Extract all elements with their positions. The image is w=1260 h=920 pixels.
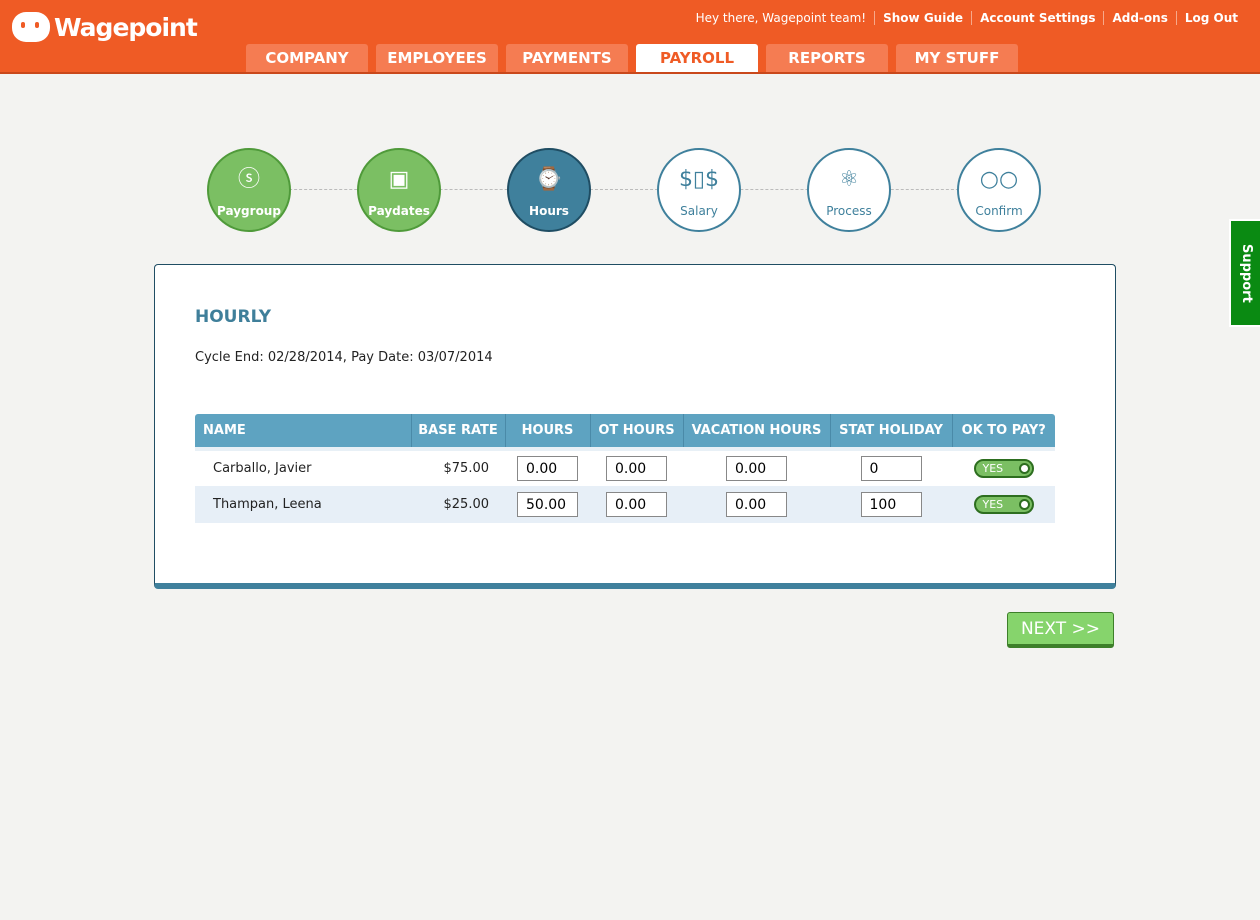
wagepoint-logo[interactable]: Wagepoint — [12, 12, 198, 42]
atom-icon: ⚛ — [839, 167, 859, 192]
support-tab[interactable]: Support — [1229, 219, 1260, 327]
watch-icon: ⌚ — [535, 167, 563, 192]
employee-name: Thampan, Leena — [195, 486, 411, 523]
next-button[interactable]: NEXT >> — [1007, 612, 1114, 648]
step-label: Confirm — [975, 204, 1023, 218]
money-icon: $▯$ — [678, 167, 720, 192]
step-process[interactable]: ⚛ Process — [807, 148, 891, 232]
brand-name: Wagepoint — [54, 12, 198, 42]
col-vacation-hours: VACATION HOURS — [682, 414, 830, 451]
greeting: Hey there, Wagepoint team! — [695, 11, 867, 25]
table-row: Carballo, Javier $75.00 YES — [195, 449, 1055, 486]
hours-input[interactable] — [517, 492, 578, 517]
calendar-icon: ▣ — [388, 167, 410, 192]
col-hours: HOURS — [504, 414, 590, 451]
log-out-link[interactable]: Log Out — [1175, 11, 1246, 25]
col-name: NAME — [195, 414, 411, 451]
step-salary[interactable]: $▯$ Salary — [657, 148, 741, 232]
header: Wagepoint Hey there, Wagepoint team! Sho… — [0, 0, 1260, 74]
col-ok-to-pay: OK TO PAY? — [951, 414, 1055, 451]
stat-holiday-input[interactable] — [860, 456, 922, 481]
step-label: Process — [826, 204, 872, 218]
base-rate: $25.00 — [411, 486, 505, 523]
employee-name: Carballo, Javier — [213, 461, 312, 476]
top-links: Hey there, Wagepoint team! Show Guide Ac… — [688, 11, 1246, 25]
glasses-icon: ○○ — [979, 167, 1019, 192]
step-label: Hours — [529, 204, 569, 218]
tab-company[interactable]: COMPANY — [246, 44, 368, 72]
vacation-hours-input[interactable] — [726, 456, 787, 481]
step-confirm[interactable]: ○○ Confirm — [957, 148, 1041, 232]
tab-my-stuff[interactable]: MY STUFF — [896, 44, 1018, 72]
stat-holiday-input[interactable] — [860, 492, 922, 517]
step-paydates[interactable]: ▣ Paydates — [357, 148, 441, 232]
base-rate: $75.00 — [443, 461, 490, 476]
section-title: HOURLY — [195, 307, 272, 327]
hourly-card: HOURLY Cycle End: 02/28/2014, Pay Date: … — [154, 264, 1116, 589]
step-label: Paygroup — [217, 204, 281, 218]
table-row: Thampan, Leena $25.00 YES — [195, 486, 1055, 523]
col-ot-hours: OT HOURS — [589, 414, 683, 451]
col-base-rate: BASE RATE — [410, 414, 505, 451]
hours-table: NAME BASE RATE HOURS OT HOURS VACATION H… — [195, 414, 1055, 523]
add-ons-link[interactable]: Add-ons — [1103, 11, 1175, 25]
step-hours[interactable]: ⌚ Hours — [507, 148, 591, 232]
show-guide-link[interactable]: Show Guide — [874, 11, 971, 25]
dollar-coin-icon: ⓢ — [237, 167, 260, 192]
tab-payments[interactable]: PAYMENTS — [506, 44, 628, 72]
ot-hours-input[interactable] — [606, 492, 667, 517]
cycle-info: Cycle End: 02/28/2014, Pay Date: 03/07/2… — [195, 350, 493, 365]
col-stat-holiday: STAT HOLIDAY — [829, 414, 952, 451]
account-settings-link[interactable]: Account Settings — [971, 11, 1103, 25]
step-paygroup[interactable]: ⓢ Paygroup — [207, 148, 291, 232]
vacation-hours-input[interactable] — [726, 492, 787, 517]
step-label: Paydates — [368, 204, 430, 218]
steps-connector — [249, 189, 999, 190]
hours-input[interactable] — [517, 456, 578, 481]
step-label: Salary — [680, 204, 718, 218]
tab-employees[interactable]: EMPLOYEES — [376, 44, 498, 72]
ok-to-pay-toggle[interactable]: YES — [973, 495, 1034, 514]
tab-reports[interactable]: REPORTS — [766, 44, 888, 72]
tab-payroll[interactable]: PAYROLL — [636, 44, 758, 72]
ok-to-pay-toggle[interactable]: YES — [973, 459, 1034, 478]
logo-face-icon — [12, 12, 50, 42]
ot-hours-input[interactable] — [606, 456, 667, 481]
